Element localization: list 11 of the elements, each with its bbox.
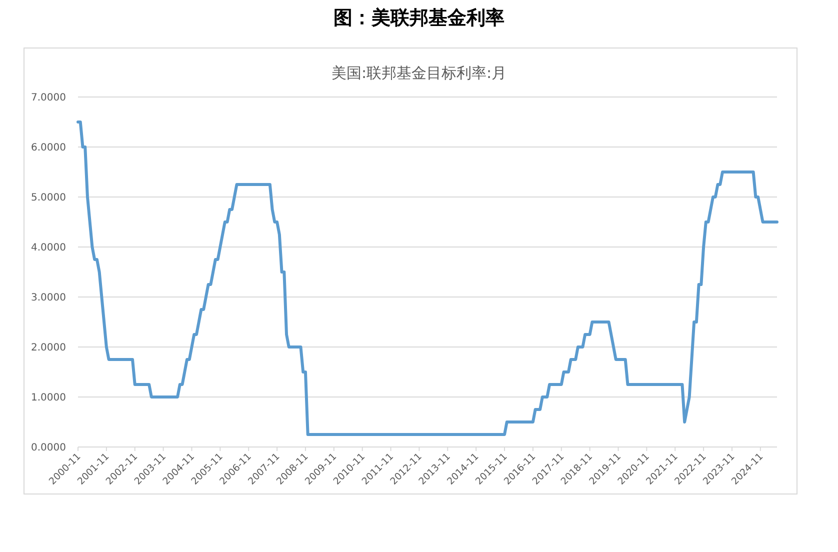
chart-title: 图：美联邦基金利率 <box>334 7 504 29</box>
chart-subtitle: 美国:联邦基金目标利率:月 <box>331 64 507 82</box>
y-tick-label: 1.0000 <box>31 392 66 404</box>
y-tick-label: 5.0000 <box>31 192 66 204</box>
y-tick-label: 3.0000 <box>31 292 66 304</box>
y-tick-label: 4.0000 <box>31 242 66 254</box>
y-tick-label: 0.0000 <box>31 442 66 454</box>
line-series <box>76 120 778 436</box>
y-tick-label: 2.0000 <box>31 342 66 354</box>
y-tick-label: 7.0000 <box>31 92 66 104</box>
y-tick-label: 6.0000 <box>31 142 66 154</box>
